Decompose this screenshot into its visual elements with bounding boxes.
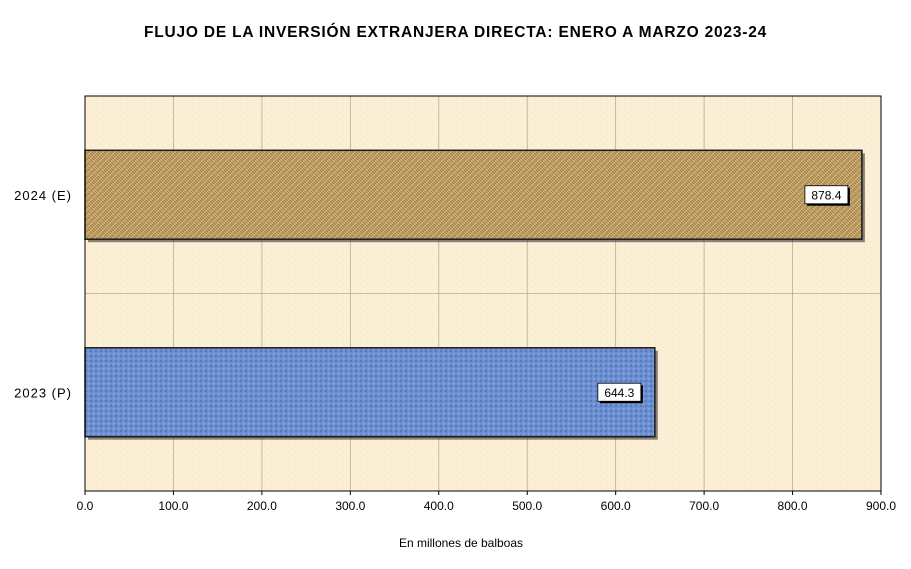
x-tick-label: 100.0: [158, 499, 188, 513]
x-tick-label: 0.0: [77, 499, 94, 513]
x-tick-label: 700.0: [689, 499, 719, 513]
chart-title: FLUJO DE LA INVERSIÓN EXTRANJERA DIRECTA…: [143, 24, 768, 41]
x-tick-label: 600.0: [601, 499, 631, 513]
x-axis-label: En millones de balboas: [398, 536, 524, 550]
data-label-box: [804, 185, 849, 205]
x-tick-label: 300.0: [335, 499, 365, 513]
bars: 878.4 644.3: [84, 149, 865, 440]
x-tick-label: 900.0: [866, 499, 896, 513]
data-label-box: [597, 382, 642, 402]
x-tick-label: 800.0: [778, 499, 808, 513]
data-label: 644.3: [604, 386, 634, 400]
bar: [84, 347, 656, 438]
y-category-label: 2023 (P): [14, 385, 72, 400]
bar: [84, 149, 863, 240]
y-axis: 2024 (E) 2023 (P): [14, 188, 72, 401]
plot-frame: [84, 95, 882, 492]
x-axis: 0.0 100.0 200.0 300.0 400.0 500.0 600.0 700.0 80…: [77, 491, 896, 513]
data-label: 878.4: [811, 188, 841, 202]
x-tick-label: 500.0: [512, 499, 542, 513]
x-tick-label: 400.0: [424, 499, 454, 513]
x-tick-label: 200.0: [247, 499, 277, 513]
y-category-label: 2024 (E): [14, 188, 72, 203]
